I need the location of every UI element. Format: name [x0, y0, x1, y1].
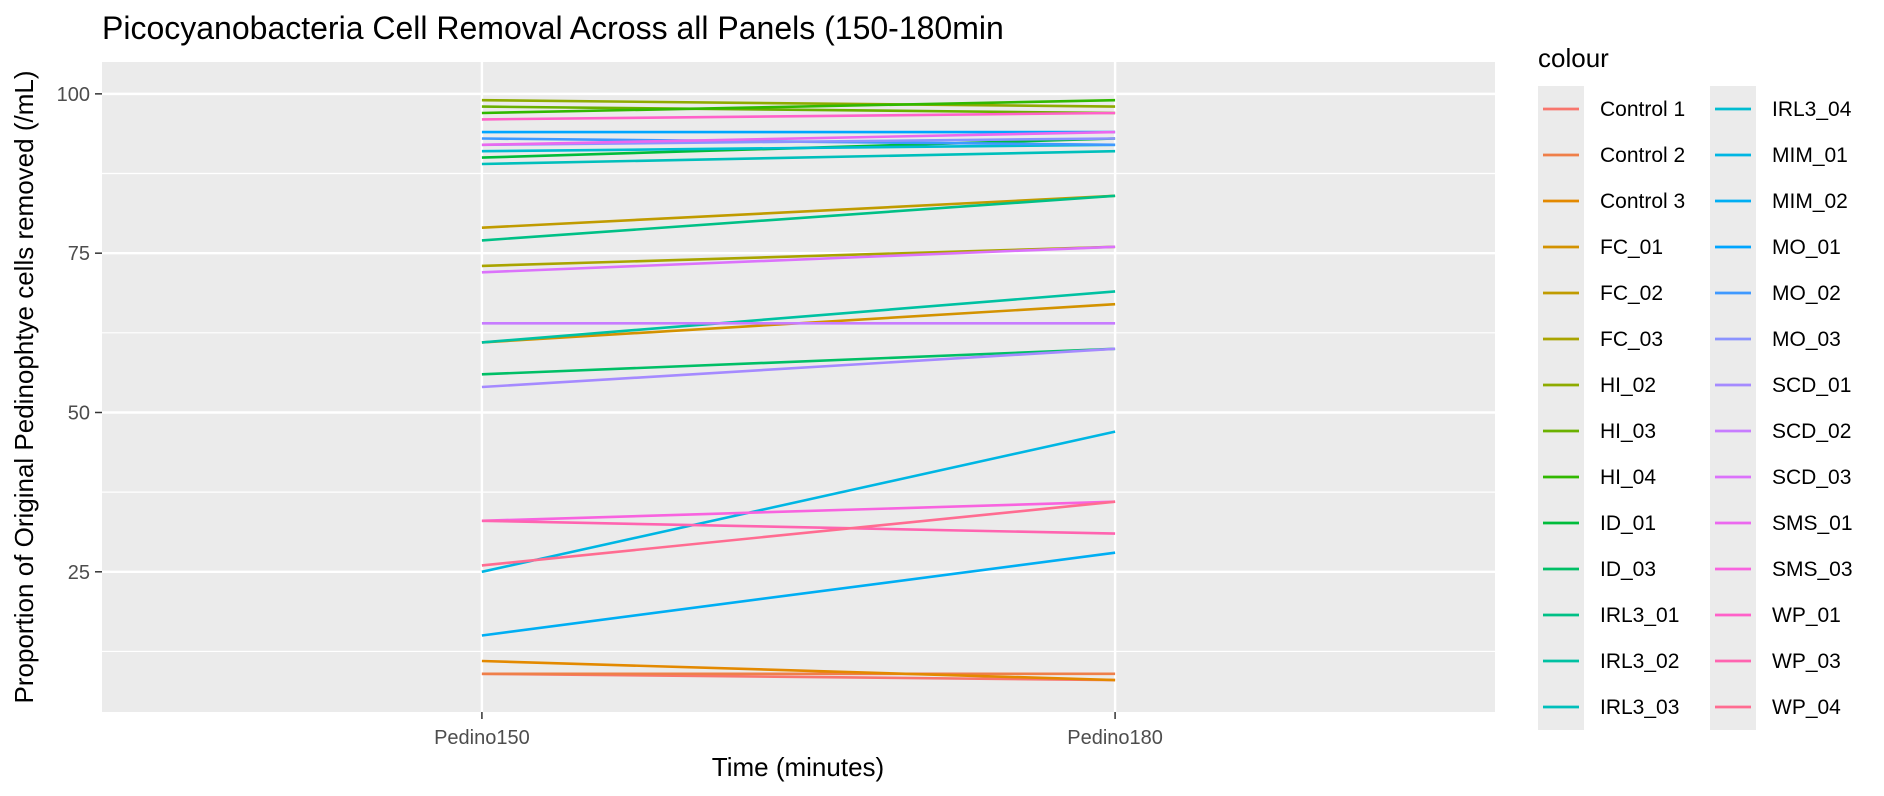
legend-key	[1538, 408, 1584, 454]
series-line-irl3-04	[481, 143, 1116, 153]
legend-key	[1538, 224, 1584, 270]
legend-key	[1538, 362, 1584, 408]
series-line-mim-02	[481, 551, 1116, 637]
x-axis-title: Time (minutes)	[712, 752, 884, 782]
legend-label: WP_03	[1772, 650, 1841, 673]
legend-key	[1710, 546, 1756, 592]
series-line-hi-04	[481, 98, 1116, 115]
series-line-wp-01	[481, 111, 1116, 121]
legend-label: Control 1	[1600, 98, 1685, 121]
legend-label: IRL3_02	[1600, 650, 1679, 673]
legend-key	[1538, 86, 1584, 132]
series-line-id-03	[481, 347, 1116, 376]
legend-key	[1710, 270, 1756, 316]
y-tick-label: 50	[68, 402, 90, 424]
legend-label: IRL3_04	[1772, 98, 1852, 121]
legend-key	[1538, 178, 1584, 224]
legend-key	[1538, 270, 1584, 316]
legend-label: WP_01	[1772, 604, 1841, 627]
plot-panel	[102, 62, 1495, 712]
legend-label: MIM_02	[1772, 190, 1848, 213]
y-axis-title: Proportion of Original Pedinophtye cells…	[9, 71, 39, 704]
legend-label: FC_01	[1600, 236, 1663, 259]
series-line-irl3-02	[481, 290, 1116, 344]
legend-label: ID_01	[1600, 512, 1656, 535]
legend-key	[1710, 362, 1756, 408]
y-axis: 25 50 75 100	[57, 84, 102, 584]
legend-key	[1538, 316, 1584, 362]
series-lines	[481, 98, 1116, 682]
series-line-irl3-01	[481, 194, 1116, 242]
y-tick-label: 25	[68, 562, 90, 584]
legend-label: MO_02	[1772, 282, 1841, 305]
legend-label: Control 2	[1600, 144, 1685, 167]
legend-label: HI_02	[1600, 374, 1656, 397]
legend-label: SCD_01	[1772, 374, 1851, 397]
legend-label: WP_04	[1772, 696, 1841, 719]
legend-key	[1710, 454, 1756, 500]
series-line-wp-04	[481, 500, 1116, 567]
legend-label: ID_03	[1600, 558, 1656, 581]
series-line-hi-03	[481, 105, 1116, 115]
legend-key	[1538, 638, 1584, 684]
legend-label: SMS_01	[1772, 512, 1853, 535]
legend-key	[1710, 86, 1756, 132]
legend-key	[1710, 316, 1756, 362]
legend-label: HI_04	[1600, 466, 1656, 489]
series-line-control-3	[481, 659, 1116, 682]
series-line-scd-01	[481, 347, 1116, 389]
legend-label: HI_03	[1600, 420, 1656, 443]
legend-key	[1710, 408, 1756, 454]
legend-label: MIM_01	[1772, 144, 1848, 167]
legend-key	[1538, 454, 1584, 500]
chart-title: Picocyanobacteria Cell Removal Across al…	[102, 10, 1004, 46]
series-line-wp-03	[481, 519, 1116, 535]
legend-title: colour	[1538, 43, 1609, 73]
legend-key	[1710, 638, 1756, 684]
series-line-sms-01	[481, 130, 1116, 147]
x-tick-label: Pedino150	[434, 727, 530, 749]
legend-key	[1710, 132, 1756, 178]
series-line-scd-03	[481, 245, 1116, 274]
y-tick-label: 75	[68, 243, 90, 265]
series-line-fc-02	[481, 194, 1116, 229]
legend-key	[1538, 592, 1584, 638]
legend-label: SCD_02	[1772, 420, 1851, 443]
legend-key	[1538, 546, 1584, 592]
legend-key	[1538, 500, 1584, 546]
legend-label: FC_03	[1600, 328, 1663, 351]
legend-label: MO_03	[1772, 328, 1841, 351]
x-tick-label: Pedino180	[1067, 727, 1163, 749]
series-line-mim-01	[481, 430, 1116, 574]
series-line-sms-03	[481, 500, 1116, 523]
series-line-irl3-03	[481, 149, 1116, 166]
legend-key	[1538, 132, 1584, 178]
legend-key	[1710, 592, 1756, 638]
legend-key	[1538, 684, 1584, 730]
legend-label: SMS_03	[1772, 558, 1853, 581]
legend-label: Control 3	[1600, 190, 1685, 213]
legend-label: IRL3_03	[1600, 696, 1679, 719]
legend: colour Control 1 Control 2 Control 3 FC_01 F…	[1538, 43, 1853, 730]
legend-label: MO_01	[1772, 236, 1841, 259]
y-tick-label: 100	[57, 84, 90, 106]
legend-label: SCD_03	[1772, 466, 1851, 489]
legend-key	[1710, 500, 1756, 546]
plot-background	[102, 62, 1495, 712]
gridlines	[102, 62, 1495, 712]
legend-key	[1710, 178, 1756, 224]
x-axis: Pedino150 Pedino180	[434, 712, 1163, 749]
legend-key	[1710, 684, 1756, 730]
series-line-hi-02	[481, 98, 1116, 108]
legend-label: IRL3_01	[1600, 604, 1679, 627]
legend-key	[1710, 224, 1756, 270]
legend-label: FC_02	[1600, 282, 1663, 305]
